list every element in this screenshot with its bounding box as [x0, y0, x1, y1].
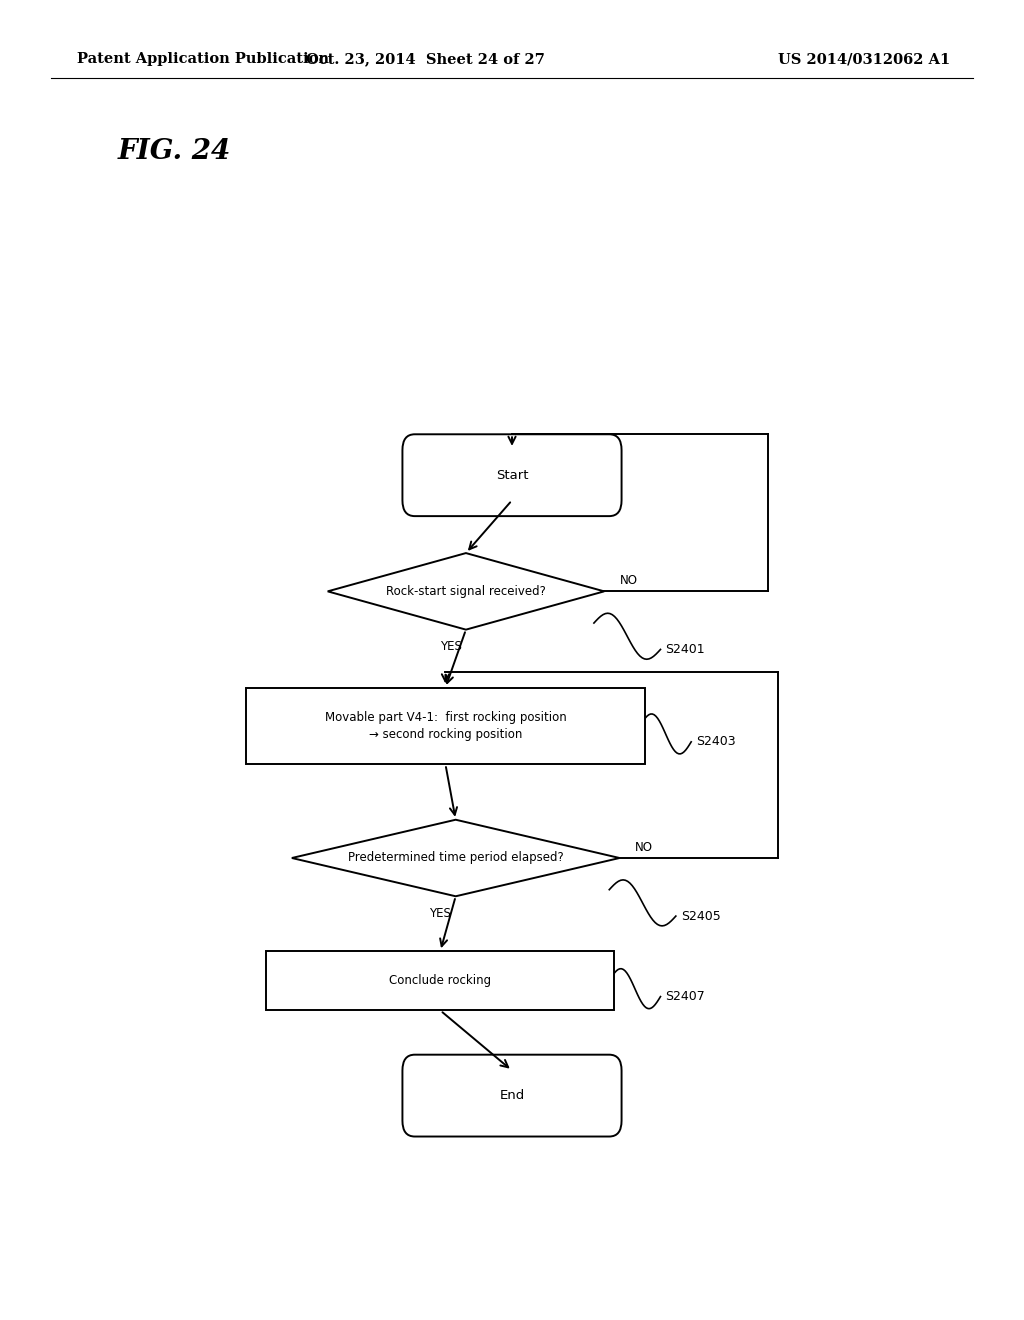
FancyBboxPatch shape	[402, 1055, 622, 1137]
FancyBboxPatch shape	[402, 434, 622, 516]
Text: FIG. 24: FIG. 24	[118, 139, 231, 165]
Text: Oct. 23, 2014  Sheet 24 of 27: Oct. 23, 2014 Sheet 24 of 27	[305, 53, 545, 66]
Text: Start: Start	[496, 469, 528, 482]
Bar	[266, 950, 614, 1011]
Text: S2403: S2403	[696, 735, 736, 748]
Text: Patent Application Publication: Patent Application Publication	[77, 53, 329, 66]
Text: Conclude rocking: Conclude rocking	[389, 974, 492, 987]
Text: S2401: S2401	[666, 643, 706, 656]
Text: US 2014/0312062 A1: US 2014/0312062 A1	[778, 53, 950, 66]
Text: Predetermined time period elapsed?: Predetermined time period elapsed?	[348, 851, 563, 865]
Text: YES: YES	[439, 640, 462, 653]
Polygon shape	[292, 820, 620, 896]
Bar	[246, 688, 645, 764]
Text: NO: NO	[635, 841, 653, 854]
Text: End: End	[500, 1089, 524, 1102]
Text: Rock-start signal received?: Rock-start signal received?	[386, 585, 546, 598]
Text: Movable part V4-1:  first rocking position
→ second rocking position: Movable part V4-1: first rocking positio…	[325, 711, 566, 741]
Text: S2407: S2407	[666, 990, 706, 1003]
Text: NO: NO	[620, 574, 638, 587]
Text: S2405: S2405	[681, 909, 721, 923]
Text: YES: YES	[429, 907, 452, 920]
Polygon shape	[328, 553, 604, 630]
